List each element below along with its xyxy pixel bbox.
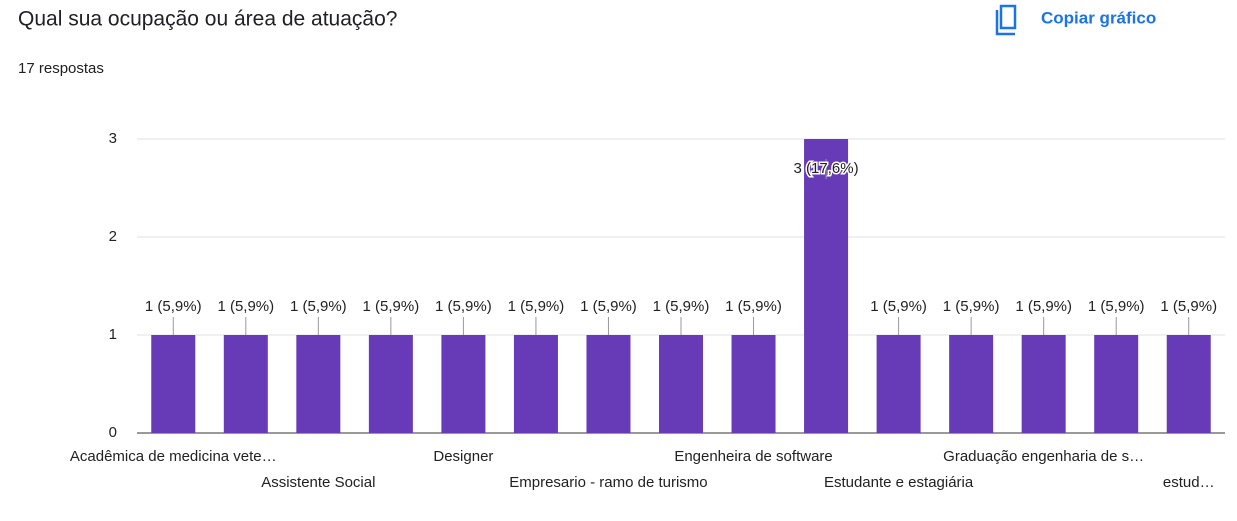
- value-label: 1 (5,9%): [290, 298, 347, 315]
- value-label: 1 (5,9%): [870, 298, 927, 315]
- copy-button[interactable]: Copiar gráfico: [995, 4, 1156, 36]
- value-label: 1 (5,9%): [508, 298, 565, 315]
- value-label: 1 (5,9%): [725, 298, 782, 315]
- x-tick-label: Engenheira de software: [674, 448, 832, 465]
- x-tick-label: estud…: [1163, 474, 1215, 491]
- response-count: 17 respostas: [18, 60, 104, 77]
- x-tick-label: Acadêmica de medicina vete…: [70, 448, 277, 465]
- bar: [441, 335, 486, 433]
- value-label: 1 (5,9%): [363, 298, 420, 315]
- value-label: 1 (5,9%): [435, 298, 492, 315]
- x-tick-label: Assistente Social: [261, 474, 375, 491]
- bar: [949, 335, 994, 433]
- x-tick-label: Estudante e estagiária: [824, 474, 974, 491]
- bar: [876, 335, 921, 433]
- y-tick-label: 0: [109, 424, 117, 441]
- value-label: 1 (5,9%): [580, 298, 637, 315]
- value-label: 3 (17,6%): [794, 160, 859, 177]
- value-label: 1 (5,9%): [217, 298, 274, 315]
- y-tick-label: 2: [109, 228, 117, 245]
- bar: [1021, 335, 1066, 433]
- bar: [296, 335, 341, 433]
- value-label: 1 (5,9%): [145, 298, 202, 315]
- x-tick-label: Designer: [433, 448, 493, 465]
- bar: [223, 335, 268, 433]
- question-title: Qual sua ocupação ou área de atuação?: [18, 8, 397, 31]
- bar: [731, 335, 776, 433]
- y-tick-label: 1: [109, 326, 117, 343]
- bar: [368, 335, 413, 433]
- copy-icon: [995, 4, 1017, 36]
- copy-label[interactable]: Copiar gráfico: [1041, 8, 1156, 27]
- bar: [513, 335, 558, 433]
- value-label: 1 (5,9%): [1088, 298, 1145, 315]
- bar: [151, 335, 196, 433]
- x-tick-label: Empresario - ramo de turismo: [509, 474, 707, 491]
- bar: [804, 139, 849, 433]
- value-label: 1 (5,9%): [653, 298, 710, 315]
- value-label: 1 (5,9%): [1015, 298, 1072, 315]
- value-label: 1 (5,9%): [943, 298, 1000, 315]
- bar: [586, 335, 631, 433]
- bar: [1094, 335, 1139, 433]
- bar: [659, 335, 703, 433]
- y-tick-label: 3: [109, 130, 117, 147]
- value-label: 1 (5,9%): [1160, 298, 1217, 315]
- bar: [1166, 335, 1211, 433]
- x-tick-label: Graduação engenharia de s…: [943, 448, 1144, 465]
